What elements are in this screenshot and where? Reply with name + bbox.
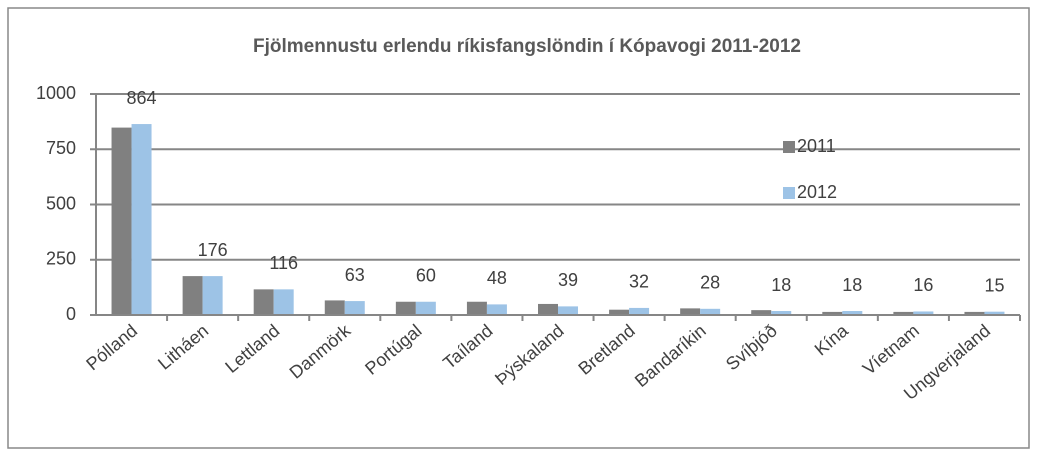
- data-label: 864: [127, 88, 157, 108]
- bar: [700, 308, 721, 315]
- chart-title: Fjölmennustu erlendu ríkisfangslöndin í …: [253, 36, 801, 57]
- bar: [182, 276, 203, 315]
- bar: [466, 301, 487, 315]
- data-label: 28: [700, 273, 720, 293]
- legend-label: 2011: [797, 136, 836, 156]
- y-tick-label: 750: [46, 138, 76, 158]
- data-label: 18: [842, 275, 862, 295]
- legend-swatch: [783, 141, 795, 153]
- bar: [324, 300, 345, 315]
- data-label: 116: [269, 253, 298, 273]
- bar: [842, 311, 863, 315]
- data-label: 15: [984, 275, 1004, 295]
- bar: [609, 309, 630, 315]
- data-label: 18: [771, 275, 791, 295]
- legend-label: 2012: [797, 182, 837, 202]
- bar: [486, 304, 507, 315]
- bar: [111, 127, 132, 315]
- bar: [751, 310, 772, 315]
- y-tick-label: 0: [66, 304, 76, 324]
- bar: [131, 124, 152, 315]
- bar: [822, 311, 843, 315]
- bar: [344, 301, 365, 315]
- data-label: 39: [558, 270, 578, 290]
- y-tick-label: 250: [46, 249, 76, 269]
- bar: [558, 306, 578, 315]
- data-label: 16: [913, 275, 933, 295]
- data-label: 32: [629, 272, 649, 292]
- bar: [984, 311, 1005, 315]
- data-label: 60: [416, 265, 436, 285]
- y-tick-label: 1000: [36, 83, 76, 103]
- bar: [771, 311, 792, 315]
- data-label: 48: [487, 268, 507, 288]
- y-tick-label: 500: [46, 193, 76, 213]
- bar: [253, 289, 274, 315]
- bar: [415, 301, 436, 315]
- bar: [629, 307, 650, 315]
- bar: [913, 311, 934, 315]
- data-label: 176: [198, 240, 228, 260]
- bar: [202, 276, 223, 315]
- bar: [395, 301, 416, 315]
- bar: [964, 311, 985, 315]
- bar: [273, 289, 294, 315]
- bar: [893, 311, 914, 315]
- chart-border: [7, 7, 1030, 449]
- legend-swatch: [783, 187, 795, 199]
- bar: [538, 303, 558, 315]
- data-label: 63: [345, 265, 365, 285]
- bar: [680, 308, 701, 315]
